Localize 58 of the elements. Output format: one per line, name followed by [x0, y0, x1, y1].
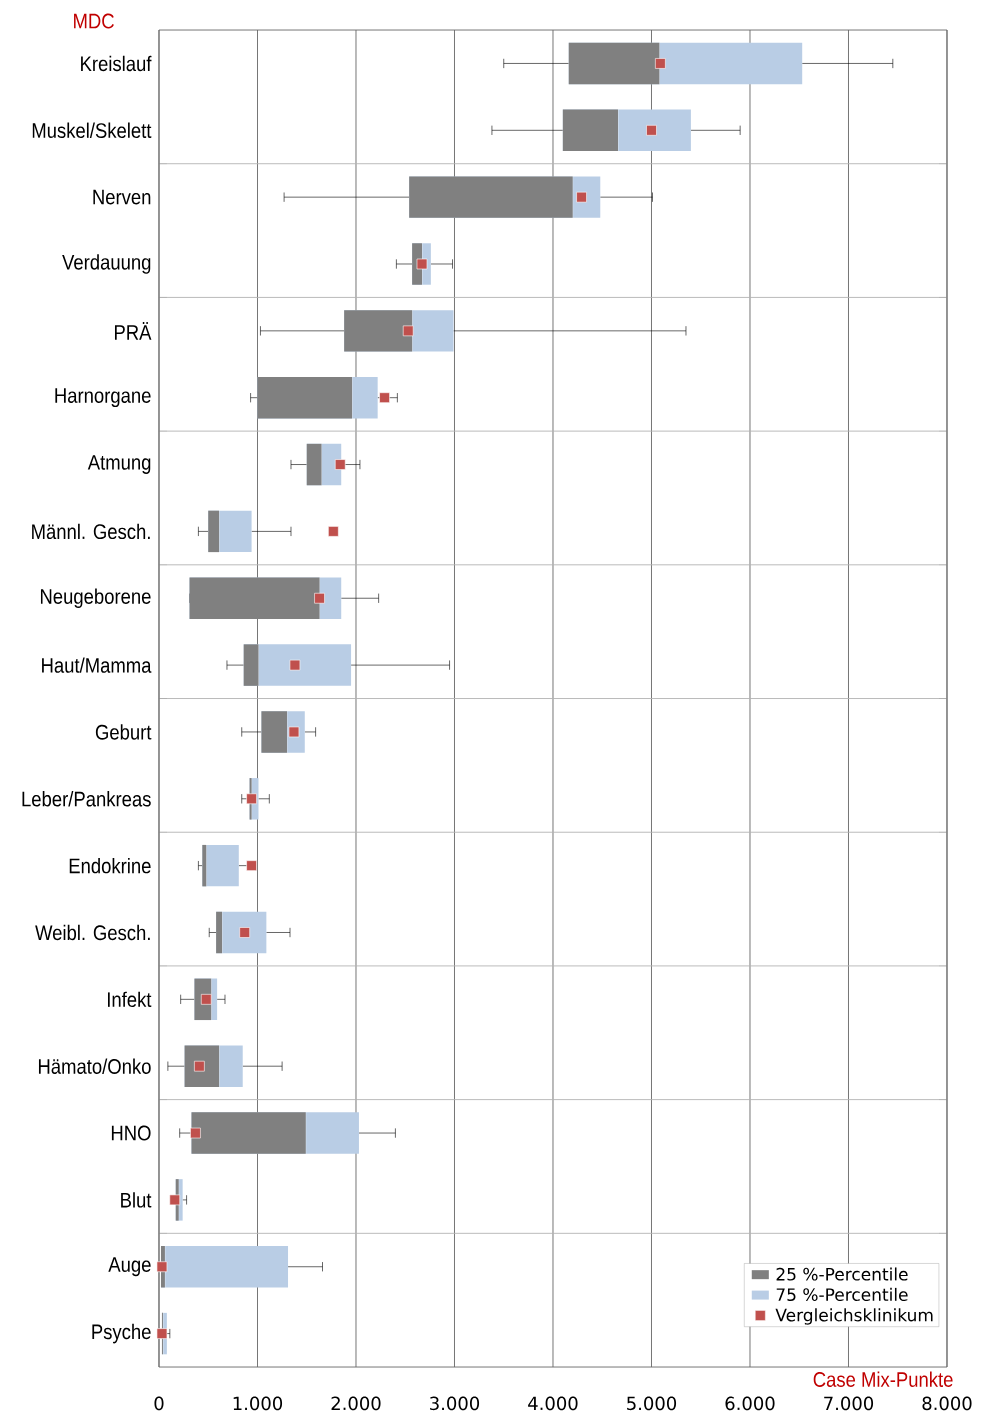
y-tick-label: Kreislauf [81, 55, 152, 72]
y-tick-label: Neugeborene [40, 588, 151, 609]
y-tick-label: Blut [121, 1192, 152, 1208]
legend-label: Vergleichsklinikum [775, 1308, 933, 1325]
x-tick-label: 6.000 [725, 1396, 775, 1411]
y-tick-label: Harnorgane [55, 388, 151, 408]
y-tick-label: Hämato/Onko [38, 1058, 151, 1074]
y-tick-label: Psyche [92, 1323, 151, 1344]
point [379, 392, 390, 403]
point [288, 726, 300, 738]
point [416, 258, 428, 270]
point [402, 325, 414, 337]
y-tick-label: Atmung [87, 455, 151, 474]
point [246, 860, 257, 871]
point [190, 1127, 201, 1139]
bar [202, 844, 207, 887]
point [239, 927, 250, 938]
y-tick-label: Auge [108, 1257, 151, 1277]
y-tick-label: PRÄ [114, 322, 152, 340]
point [314, 592, 325, 604]
x-tick-label: 4.000 [528, 1396, 578, 1411]
point [169, 1194, 181, 1206]
point [289, 659, 301, 671]
y-tick-label: Leber/Pankreas [22, 791, 151, 807]
point [334, 459, 346, 470]
x-tick-label: 8.000 [922, 1396, 972, 1411]
y-tick-label: Weibl. Gesch. [35, 924, 150, 941]
point [194, 1060, 205, 1072]
x-axis-title: Case Mix-Punkte [813, 1371, 953, 1387]
x-tick-label: 5.000 [627, 1396, 677, 1411]
x-tick-label: 0 [154, 1396, 164, 1411]
legend-label: 75 %-Percentile [776, 1287, 908, 1302]
point [246, 793, 257, 805]
y-tick-label: Verdauung [62, 254, 151, 274]
legend-label: 25 %-Percentile [776, 1267, 908, 1281]
bar [243, 644, 259, 686]
y-tick-label: Haut/Mamma [42, 657, 152, 673]
x-tick-label: 2.000 [331, 1396, 381, 1411]
x-tick-label: 1.000 [233, 1396, 283, 1411]
y-tick-label: HNO [111, 1125, 151, 1141]
point [200, 994, 212, 1005]
x-tick-label: 3.000 [430, 1396, 480, 1411]
x-tick-label: 7.000 [824, 1396, 874, 1411]
y-tick-label: Geburt [95, 724, 152, 740]
bar [208, 510, 220, 553]
y-tick-label: Endokrine [69, 857, 151, 874]
y-tick-label: Nerven [93, 189, 151, 205]
y-tick-label: Männl. Gesch. [32, 523, 150, 540]
y-tick-label: Infekt [107, 991, 152, 1008]
y-axis-title: MDC [74, 13, 114, 29]
point [328, 526, 339, 537]
point [646, 125, 657, 136]
bar [216, 911, 223, 954]
point [156, 1261, 168, 1273]
point [655, 58, 666, 69]
y-tick-label: Muskel/Skelett [32, 122, 152, 139]
point [156, 1328, 168, 1339]
point [576, 191, 587, 203]
